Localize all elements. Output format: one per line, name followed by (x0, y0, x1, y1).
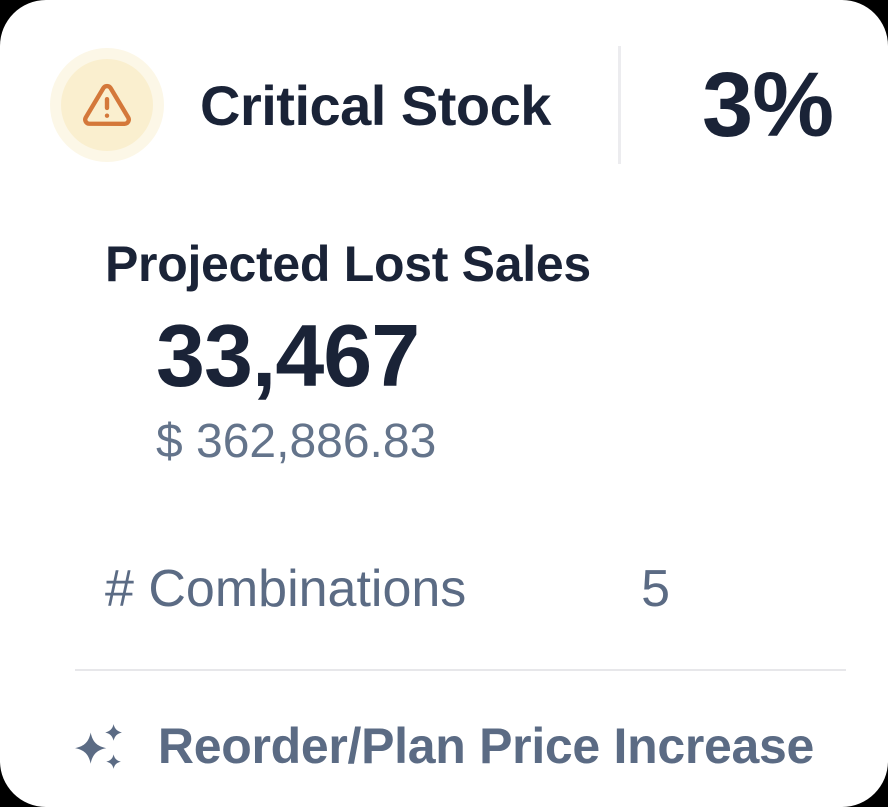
sparkles-icon (74, 723, 122, 769)
warning-icon-circle (61, 59, 153, 151)
reorder-action-button[interactable]: Reorder/Plan Price Increase (0, 717, 888, 775)
card-title: Critical Stock (200, 73, 551, 137)
warning-icon-halo (50, 48, 164, 162)
header-right: 3% (618, 46, 834, 164)
card-header: Critical Stock 3% (0, 0, 888, 164)
lost-sales-dollar-value: $ 362,886.83 (156, 415, 437, 469)
lost-sales-units-value: 33,467 (156, 305, 420, 405)
combinations-count: 5 (641, 560, 670, 619)
footer-divider (75, 668, 846, 671)
vertical-divider (618, 46, 621, 164)
combinations-row: # Combinations 5 (105, 561, 670, 618)
warning-triangle-icon (83, 83, 131, 126)
combinations-label: # Combinations (105, 560, 467, 619)
projected-lost-sales-label: Projected Lost Sales (105, 236, 591, 292)
stock-percentage-value: 3% (702, 54, 834, 156)
reorder-action-label: Reorder/Plan Price Increase (157, 717, 815, 774)
